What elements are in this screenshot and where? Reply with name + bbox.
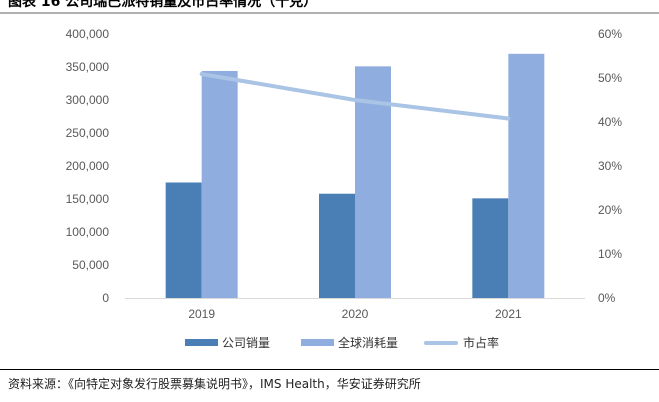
right-axis-ticks: 0% 10% 20% 30% 40% 50% 60% (598, 27, 622, 305)
right-tick-label: 20% (598, 203, 622, 217)
bar-company-sales (472, 198, 509, 298)
bar-company-sales (319, 193, 355, 298)
left-tick-label: 200,000 (66, 159, 110, 173)
legend-label: 公司销量 (222, 336, 270, 350)
legend-swatch (301, 339, 334, 346)
left-tick-label: 150,000 (66, 192, 110, 206)
right-tick-label: 60% (598, 27, 622, 41)
market-share-line (199, 72, 511, 121)
legend: 公司销量 全球消耗量 市占率 (185, 335, 499, 350)
right-tick-label: 50% (598, 71, 622, 85)
bar-global-consumption (201, 70, 238, 299)
legend-global-consumption: 全球消耗量 (301, 335, 398, 350)
bar-series (165, 53, 545, 299)
source-note: 资料来源：《向特定对象发行股票募集说明书》，IMS Health，华安证券研究所 (8, 377, 421, 391)
legend-company-sales: 公司销量 (185, 336, 270, 350)
left-tick-label: 400,000 (66, 27, 110, 41)
bar-global-consumption (508, 53, 545, 298)
left-tick-label: 300,000 (66, 93, 110, 107)
left-tick-label: 250,000 (66, 126, 110, 140)
chart-title: 图表 16 公司瑞巴派特销量及市占率情况（千克） (8, 0, 318, 10)
legend-label: 全球消耗量 (338, 335, 398, 350)
left-axis-ticks: 0 50,000 100,000 150,000 200,000 250,000 300,0… (66, 27, 110, 305)
legend-swatch (185, 339, 218, 346)
bar-company-sales (165, 182, 202, 298)
left-tick-label: 0 (102, 291, 109, 305)
title-divider (0, 12, 659, 14)
combo-chart: 0 50,000 100,000 150,000 200,000 250,000 300,0… (66, 27, 623, 350)
left-tick-label: 350,000 (66, 60, 110, 74)
x-tick-label: 2021 (495, 307, 522, 321)
right-tick-label: 40% (598, 115, 622, 129)
x-tick-label: 2019 (188, 307, 215, 321)
x-axis-labels: 2019 2020 2021 (188, 307, 522, 321)
x-tick-label: 2020 (342, 307, 369, 321)
legend-label: 市占率 (463, 335, 499, 350)
left-tick-label: 100,000 (66, 225, 110, 239)
right-tick-label: 0% (598, 291, 616, 305)
source-divider (0, 369, 659, 370)
right-tick-label: 10% (598, 247, 622, 261)
left-tick-label: 50,000 (72, 258, 109, 272)
right-tick-label: 30% (598, 159, 622, 173)
legend-market-share: 市占率 (424, 335, 499, 350)
